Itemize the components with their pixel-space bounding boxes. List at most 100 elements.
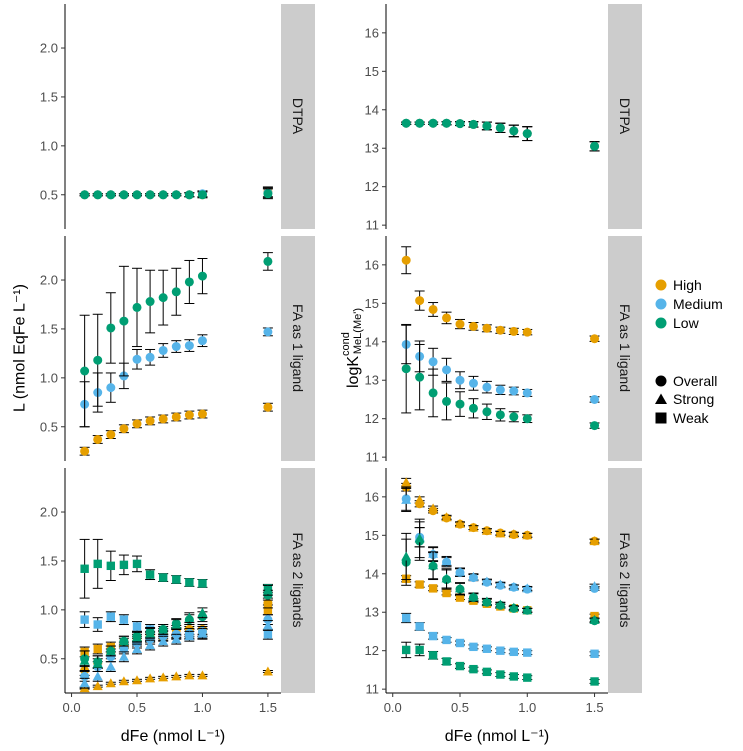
right-panel-2-high-overall-point	[428, 304, 438, 314]
right-panel-3-high-strong-point	[508, 529, 519, 539]
right-panel-2-low-overall-point	[455, 399, 465, 409]
right-panel-1-low-overall-point	[509, 126, 519, 136]
right-panel-3-medium-weak-point	[509, 647, 519, 657]
left-panel-3-medium-weak-point	[93, 620, 102, 629]
right-panel-2-ytick-label: 15	[365, 296, 379, 311]
left-panel-3-low-weak-point	[106, 561, 116, 571]
legend-label-strong: Strong	[673, 391, 714, 407]
right-panel-1-ytick-label: 13	[365, 141, 379, 156]
left-panel-3-medium-strong-point	[105, 661, 116, 671]
left-xtick-label: 1.5	[259, 700, 277, 715]
right-panel-3-low-strong-point	[441, 573, 452, 583]
left-panel-3-medium-strong-point	[262, 620, 273, 630]
ticks-layer: 0.5 1.0 1.5 2.0 0.5 1.0 1.5 2.0 0.5 1.0 1.5 2.0 0.0 0…	[40, 25, 604, 715]
left-panel-2-medium-overall-point	[158, 345, 168, 355]
left-panel-3-ytick-label: 2.0	[40, 505, 58, 520]
right-panel-1-ytick-label: 11	[366, 218, 380, 233]
right-panel-3-low-weak-point	[509, 672, 519, 681]
right-panel-3-medium-strong-point	[508, 581, 519, 591]
right-panel-2-low-overall-point	[495, 410, 505, 420]
left-panel-3-high-strong-point	[171, 671, 182, 681]
left-panel-3-low-weak-point	[158, 573, 168, 582]
left-panel-1-ytick-label: 1.5	[40, 89, 58, 104]
right-panel-3-low-weak-point	[401, 645, 411, 655]
right-panel-2-high-overall-point	[522, 327, 532, 337]
right-panel-2-medium-overall-point	[495, 385, 505, 395]
left-panel-2-low-overall-point	[80, 366, 90, 376]
left-panel-2-ytick-label: 0.5	[40, 419, 58, 434]
right-panel-3-medium-weak-point	[401, 613, 411, 623]
right-panel-2-high-overall-point	[468, 321, 478, 331]
left-panel-2-medium-overall-point	[145, 352, 155, 362]
right-panel-3-low-weak-point	[469, 664, 478, 674]
left-panel-1-low-overall-point	[145, 190, 155, 200]
left-panel-3-medium-weak-point	[119, 615, 129, 624]
right-panel-1-low-overall-point	[522, 129, 532, 139]
left-panel-3-medium-strong-point	[158, 636, 169, 646]
y-axis-title-left: L (nmol EqFe L⁻¹)	[12, 284, 29, 412]
right-panel-2-low-overall-point	[509, 412, 519, 422]
right-panel-1-low-overall-point	[468, 119, 478, 129]
left-panel-3-medium-strong-point	[184, 631, 195, 641]
left-panel-3-low-strong-point	[171, 619, 182, 629]
right-panel-1-low-overall-point	[455, 119, 465, 129]
left-panel-1-low-overall-point	[197, 190, 207, 200]
y-axis-title-right: logKcondMeL(Me')	[340, 308, 364, 388]
right-panel-2-low-overall-point	[442, 396, 452, 406]
left-panel-3-low-strong-point	[105, 645, 116, 655]
left-panel-2-high-overall-point	[145, 416, 155, 426]
left-panel-3-high-strong-point	[132, 675, 142, 685]
left-panel-3-low-weak-point	[119, 560, 129, 570]
right-panel-3-ytick-label: 16	[365, 489, 379, 504]
left-xtick-label: 0.5	[128, 700, 146, 715]
left-panel-3-high-strong-point	[197, 670, 208, 680]
right-panel-2-low-overall-point	[415, 372, 425, 382]
left-panel-2-high-overall-point	[132, 419, 142, 429]
left-xtick-label: 0.0	[63, 700, 81, 715]
left-panel-1-low-overall-point	[132, 190, 142, 200]
left-xtick-label: 1.0	[193, 700, 211, 715]
left-panel-2-medium-overall-point	[184, 341, 194, 351]
left-panel-3-medium-strong-point	[197, 628, 208, 638]
right-panel-2-ytick-label: 14	[365, 334, 379, 349]
right-panel-2-high-overall-point	[442, 313, 452, 323]
left-panel-2-low-overall-point	[93, 355, 103, 365]
right-panel-2-ytick-label: 11	[366, 450, 380, 465]
right-panel-1-low-overall-point	[415, 118, 425, 128]
left-panel-2-low-overall-point	[263, 256, 273, 266]
right-panel-3-ytick-label: 12	[365, 643, 379, 658]
right-panel-3-high-strong-point	[414, 494, 425, 504]
right-panel-2-medium-overall-point	[509, 386, 519, 396]
left-panel-2-low-overall-point	[184, 277, 194, 287]
right-panel-3-low-weak-point	[415, 645, 424, 655]
right-panel-2-medium-overall-point	[468, 378, 478, 388]
right-xtick-label: 1.5	[586, 700, 604, 715]
facet-strip-right-1	[608, 4, 642, 229]
right-panel-3-ytick-label: 13	[365, 605, 379, 620]
left-panel-2-low-overall-point	[145, 297, 155, 307]
left-panel-3-low-strong-point	[262, 585, 273, 595]
left-panel-3-low-weak-point	[132, 559, 142, 569]
right-panel-2-high-overall-point	[495, 325, 505, 335]
right-panel-3-high-strong-point	[495, 528, 506, 538]
right-panel-3-high-strong-point	[401, 477, 412, 487]
right-panel-3-high-strong-point	[522, 530, 533, 540]
left-panel-1-low-overall-point	[93, 190, 103, 200]
legend-label-medium: Medium	[673, 296, 723, 312]
right-panel-3-ytick-label: 14	[365, 566, 379, 581]
right-panel-2-medium-overall-point	[442, 365, 452, 375]
legend-label-low: Low	[673, 315, 700, 331]
left-panel-2-high-overall-point	[171, 412, 181, 422]
left-panel-2-high-overall-point	[80, 446, 90, 456]
right-xtick-label: 0.0	[384, 700, 402, 715]
right-panel-3-low-weak-point	[496, 670, 505, 679]
right-panel-3-medium-strong-point	[401, 494, 412, 504]
right-panel-3-high-strong-point	[455, 518, 465, 528]
left-panel-2-low-overall-point	[106, 323, 116, 333]
left-panel-1-low-overall-point	[263, 189, 273, 199]
left-panel-3-low-weak-point	[185, 578, 194, 587]
legend-label-high: High	[673, 277, 702, 293]
right-panel-3-low-strong-point	[468, 591, 479, 601]
right-panel-3-high-strong-point	[589, 536, 600, 546]
